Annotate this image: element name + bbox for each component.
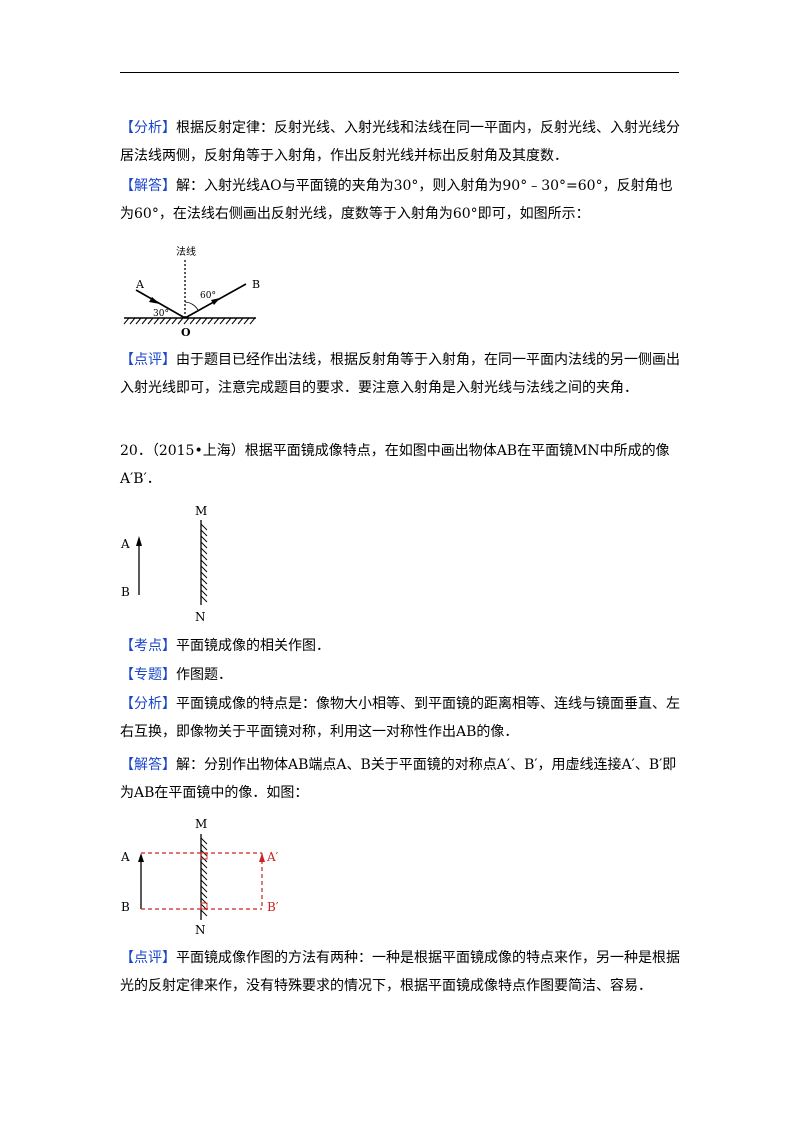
q19-answer: 【解答】解：入射光线AO与平面镜的夹角为30°，则入射角为90°﹣30°=60°… — [120, 172, 680, 228]
comment-tag: 【点评】 — [120, 352, 176, 368]
label-a: A — [120, 537, 130, 551]
reflected-arrow — [211, 298, 220, 305]
incident-arrow — [149, 297, 160, 304]
comment-text: 由于题目已经作出法线，根据反射角等于入射角，在同一平面内法线的另一侧画出入射光线… — [120, 352, 680, 396]
mirror-hatch — [123, 317, 256, 325]
point-tag: 【考点】 — [120, 638, 176, 654]
topic-tag: 【专题】 — [120, 667, 176, 683]
incident-ray — [135, 289, 186, 319]
analysis-text: 根据反射定律：反射光线、入射光线和法线在同一平面内，反射光线、入射光线分居法线两… — [120, 120, 680, 164]
q20-analysis: 【分析】平面镜成像的特点是：像物大小相等、到平面镜的距离相等、连线与镜面垂直、左… — [120, 690, 680, 746]
q20-point: 【考点】平面镜成像的相关作图． — [120, 632, 680, 660]
label-o: O — [181, 326, 191, 339]
mirror-figure-question: M N A B — [120, 504, 208, 624]
q19-analysis: 【分析】根据反射定律：反射光线、入射光线和法线在同一平面内，反射光线、入射光线分… — [120, 114, 680, 170]
label-a: A — [135, 278, 145, 291]
answer-tag: 【解答】 — [120, 757, 176, 773]
answer-tag: 【解答】 — [120, 178, 176, 194]
analysis-tag: 【分析】 — [120, 696, 176, 712]
angle-30: 30° — [153, 309, 169, 319]
label-n: N — [195, 923, 206, 937]
mirror-figure-answer: M N A B A′ B′ — [120, 817, 279, 937]
point-text: 平面镜成像的相关作图． — [176, 638, 330, 654]
label-m: M — [195, 817, 207, 831]
object-arrow — [138, 853, 144, 862]
angle-60: 60° — [200, 291, 216, 301]
right-angle-a — [200, 852, 208, 860]
image-arrow — [259, 853, 265, 862]
label-b: B — [121, 900, 130, 914]
label-b: B — [121, 585, 130, 599]
answer-text: 解：入射光线AO与平面镜的夹角为30°，则入射角为90°﹣30°=60°，反射角… — [120, 178, 673, 222]
analysis-tag: 【分析】 — [120, 120, 176, 136]
comment-tag: 【点评】 — [120, 950, 176, 966]
label-m: M — [195, 504, 207, 518]
analysis-text: 平面镜成像的特点是：像物大小相等、到平面镜的距离相等、连线与镜面垂直、左右互换，… — [120, 696, 680, 740]
q19-comment: 【点评】由于题目已经作出法线，根据反射角等于入射角，在同一平面内法线的另一侧画出… — [120, 346, 680, 402]
topic-text: 作图题． — [176, 667, 232, 683]
label-b-prime: B′ — [267, 900, 279, 914]
label-a: A — [120, 850, 130, 864]
q20-comment: 【点评】平面镜成像作图的方法有两种：一种是根据平面镜成像的特点来作，另一种是根据… — [120, 944, 680, 1000]
mirror-hatch — [200, 523, 208, 603]
q20-topic: 【专题】作图题． — [120, 661, 680, 689]
label-a-prime: A′ — [266, 850, 279, 864]
header-rule — [120, 72, 679, 73]
q20-answer: 【解答】解：分别作出物体AB端点A、B关于平面镜的对称点A′、B′，用虚线连接A… — [120, 751, 680, 807]
object-arrow — [136, 536, 142, 546]
reflection-figure: 法线 A B 60° 30° O — [123, 245, 260, 339]
label-b: B — [252, 278, 260, 291]
label-n: N — [195, 610, 206, 624]
right-angle-b — [200, 902, 208, 910]
mirror-hatch — [200, 837, 208, 917]
comment-text: 平面镜成像作图的方法有两种：一种是根据平面镜成像的特点来作，另一种是根据光的反射… — [120, 950, 680, 994]
normal-label: 法线 — [176, 245, 196, 258]
answer-text: 解：分别作出物体AB端点A、B关于平面镜的对称点A′、B′，用虚线连接A′、B′… — [120, 757, 677, 801]
q20-question: 20．（2015•上海）根据平面镜成像特点，在如图中画出物体AB在平面镜MN中所… — [120, 443, 670, 487]
angle-60-arc — [184, 301, 199, 311]
